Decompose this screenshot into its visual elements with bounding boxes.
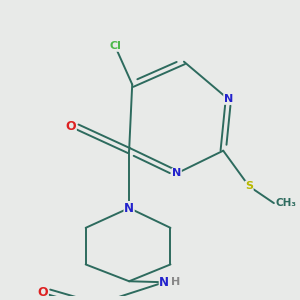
Text: N: N (172, 168, 181, 178)
Text: S: S (245, 181, 253, 191)
Text: O: O (38, 286, 48, 298)
Text: N: N (224, 94, 233, 104)
Text: H: H (171, 277, 180, 287)
Text: N: N (159, 276, 169, 289)
Text: O: O (66, 120, 76, 134)
Text: CH₃: CH₃ (275, 198, 296, 208)
Text: N: N (124, 202, 134, 214)
Text: Cl: Cl (109, 41, 121, 51)
